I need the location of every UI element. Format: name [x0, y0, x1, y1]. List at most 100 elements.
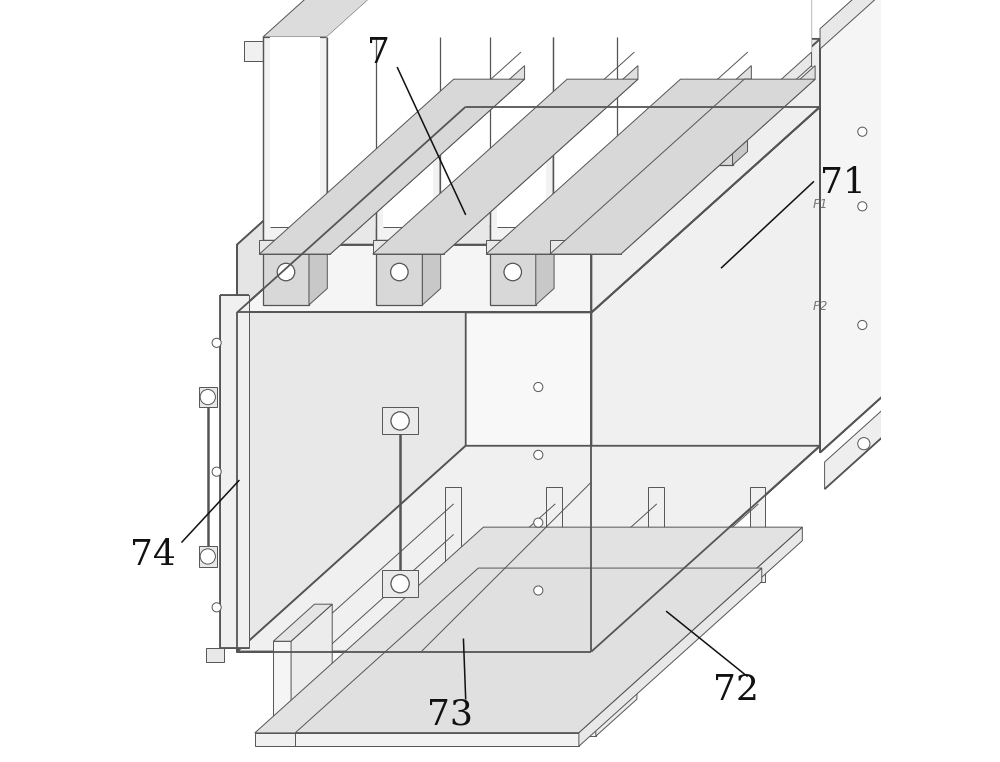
Polygon shape: [375, 642, 393, 736]
Text: 72: 72: [713, 673, 759, 706]
Polygon shape: [270, 37, 320, 227]
Polygon shape: [330, 66, 525, 254]
Polygon shape: [695, 101, 733, 165]
Polygon shape: [259, 241, 330, 254]
Polygon shape: [237, 39, 820, 245]
Polygon shape: [382, 408, 418, 434]
Polygon shape: [550, 241, 621, 254]
Polygon shape: [440, 0, 634, 241]
Circle shape: [534, 383, 543, 392]
Polygon shape: [237, 39, 466, 312]
Polygon shape: [617, 0, 812, 241]
Polygon shape: [578, 642, 596, 736]
Circle shape: [212, 603, 221, 612]
Polygon shape: [553, 0, 812, 37]
Circle shape: [391, 263, 408, 280]
Text: 7: 7: [367, 37, 390, 70]
Polygon shape: [733, 88, 748, 165]
Polygon shape: [259, 79, 525, 254]
Polygon shape: [199, 546, 217, 567]
Polygon shape: [440, 0, 634, 227]
Circle shape: [212, 467, 221, 476]
Polygon shape: [584, 0, 802, 62]
Polygon shape: [546, 487, 562, 582]
Circle shape: [534, 518, 543, 527]
Polygon shape: [617, 0, 812, 227]
Text: P1: P1: [813, 198, 829, 211]
Polygon shape: [220, 296, 249, 648]
Polygon shape: [468, 88, 521, 101]
Polygon shape: [445, 487, 461, 582]
Polygon shape: [376, 0, 634, 37]
Polygon shape: [255, 733, 574, 747]
Polygon shape: [750, 487, 765, 582]
Polygon shape: [327, 0, 521, 227]
Polygon shape: [553, 0, 748, 227]
Polygon shape: [578, 604, 637, 642]
Circle shape: [706, 131, 721, 146]
Circle shape: [480, 131, 494, 146]
Polygon shape: [486, 241, 557, 254]
Polygon shape: [490, 0, 748, 37]
Circle shape: [391, 575, 409, 593]
Polygon shape: [291, 604, 332, 736]
Text: 71: 71: [820, 166, 866, 200]
Polygon shape: [444, 66, 638, 254]
Circle shape: [504, 263, 521, 280]
Circle shape: [200, 389, 215, 405]
Polygon shape: [497, 37, 546, 227]
Circle shape: [858, 127, 867, 136]
Circle shape: [534, 586, 543, 595]
Polygon shape: [574, 527, 802, 747]
Polygon shape: [206, 648, 224, 661]
Circle shape: [277, 263, 295, 280]
Polygon shape: [476, 642, 494, 736]
Polygon shape: [295, 733, 579, 746]
Circle shape: [391, 411, 409, 430]
Polygon shape: [486, 79, 751, 254]
Circle shape: [212, 338, 221, 347]
Polygon shape: [309, 210, 327, 305]
Polygon shape: [579, 568, 762, 746]
Polygon shape: [273, 642, 291, 736]
Polygon shape: [468, 101, 506, 165]
Polygon shape: [550, 79, 815, 254]
Circle shape: [858, 437, 870, 450]
Polygon shape: [244, 0, 802, 62]
Polygon shape: [199, 387, 217, 407]
Polygon shape: [237, 312, 591, 652]
Polygon shape: [373, 79, 638, 254]
Circle shape: [534, 450, 543, 459]
Polygon shape: [327, 0, 521, 241]
Polygon shape: [295, 568, 762, 733]
Polygon shape: [581, 101, 619, 165]
Circle shape: [858, 321, 867, 330]
Polygon shape: [237, 107, 820, 312]
Polygon shape: [820, 0, 900, 453]
Polygon shape: [263, 37, 327, 241]
Polygon shape: [383, 37, 433, 227]
Polygon shape: [237, 446, 820, 652]
Circle shape: [200, 549, 215, 564]
Polygon shape: [648, 487, 664, 582]
Polygon shape: [557, 66, 751, 254]
Polygon shape: [591, 107, 820, 652]
Polygon shape: [581, 88, 634, 101]
Polygon shape: [375, 604, 434, 642]
Polygon shape: [621, 66, 815, 254]
Polygon shape: [490, 37, 553, 241]
Text: 73: 73: [427, 698, 473, 732]
Polygon shape: [506, 88, 521, 165]
Polygon shape: [825, 399, 895, 489]
Text: 74: 74: [130, 538, 176, 572]
Polygon shape: [476, 604, 535, 642]
Polygon shape: [373, 241, 444, 254]
Polygon shape: [376, 37, 440, 241]
Polygon shape: [596, 604, 637, 736]
Polygon shape: [382, 570, 418, 597]
Polygon shape: [695, 88, 748, 101]
Polygon shape: [561, 37, 610, 227]
Text: P2: P2: [813, 299, 829, 312]
Polygon shape: [820, 0, 900, 49]
Polygon shape: [237, 245, 591, 312]
